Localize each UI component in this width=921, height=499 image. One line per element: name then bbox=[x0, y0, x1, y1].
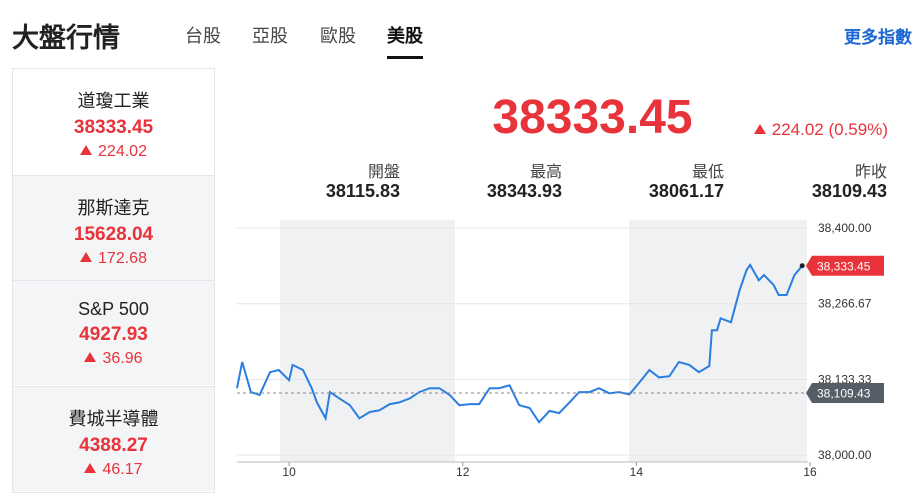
change-text: 172.68 bbox=[98, 249, 147, 267]
last-point bbox=[799, 263, 805, 269]
index-change: 172.68 bbox=[13, 250, 214, 268]
up-arrow bbox=[84, 352, 97, 362]
up-arrow bbox=[80, 251, 93, 262]
index-change: 36.96 bbox=[13, 350, 214, 368]
index-name: 那斯達克 bbox=[77, 197, 150, 218]
index-name: 道瓊工業 bbox=[77, 91, 150, 111]
index-list: 道瓊工業 38333.45 224.02 那斯達克 15628.04 172.68 S&P … bbox=[12, 68, 215, 493]
price-tag bbox=[806, 383, 884, 404]
x-tick-label: 10 bbox=[282, 465, 296, 479]
session-band bbox=[280, 220, 455, 462]
stat-value: 38343.93 bbox=[486, 181, 562, 201]
x-tick-label: 12 bbox=[456, 465, 470, 479]
y-tick-label: 38,133.33 bbox=[818, 372, 872, 386]
price-line bbox=[236, 263, 803, 424]
stat-value: 38061.17 bbox=[648, 181, 724, 201]
price-tag-label: 38,333.45 bbox=[817, 259, 871, 273]
change-text: 224.02 bbox=[98, 143, 147, 160]
up-arrow bbox=[80, 145, 93, 155]
stat-value: 38109.43 bbox=[811, 181, 887, 201]
index-card[interactable]: 道瓊工業 38333.45 224.02 bbox=[13, 69, 214, 174]
stat-label: 最低 bbox=[691, 164, 724, 181]
index-price: 4388.27 bbox=[79, 434, 148, 456]
index-change: 224.02 bbox=[13, 143, 214, 161]
page-title: 大盤行情 bbox=[12, 23, 120, 53]
up-arrow bbox=[84, 462, 97, 473]
index-card[interactable]: 費城半導體 4388.27 46.17 bbox=[13, 385, 214, 491]
index-name: 費城半導體 bbox=[68, 408, 159, 429]
index-card[interactable]: S&P 500 4927.93 36.96 bbox=[13, 280, 214, 385]
stat-label: 昨收 bbox=[854, 164, 887, 181]
change-text: 46.17 bbox=[102, 460, 143, 478]
index-price: 38333.45 bbox=[73, 117, 154, 138]
up-arrow bbox=[753, 124, 766, 134]
index-change: 46.17 bbox=[13, 461, 214, 479]
tab[interactable]: 美股 bbox=[387, 22, 423, 59]
change-text: 224.02 (0.59%) bbox=[771, 120, 888, 139]
stat-value: 38115.83 bbox=[325, 181, 400, 201]
y-tick-label: 38,000.00 bbox=[818, 448, 872, 462]
tab[interactable]: 亞股 bbox=[252, 26, 288, 46]
change-text: 36.96 bbox=[102, 350, 143, 367]
index-name: S&P 500 bbox=[78, 299, 149, 319]
main-price: 38333.45 bbox=[492, 91, 693, 144]
tab[interactable]: 台股 bbox=[185, 26, 221, 46]
index-price: 4927.93 bbox=[79, 324, 148, 345]
y-tick-label: 38,266.67 bbox=[818, 297, 872, 311]
tab[interactable]: 歐股 bbox=[320, 26, 356, 46]
x-tick-label: 16 bbox=[803, 465, 817, 479]
stat-label: 最高 bbox=[529, 164, 562, 181]
main-change: 224.02 (0.59%) bbox=[753, 120, 888, 140]
index-card[interactable]: 那斯達克 15628.04 172.68 bbox=[13, 174, 214, 280]
x-tick-label: 14 bbox=[630, 465, 644, 479]
price-tag bbox=[806, 255, 884, 276]
more-link[interactable]: 更多指數 bbox=[844, 28, 912, 47]
session-band bbox=[629, 220, 807, 462]
y-tick-label: 38,400.00 bbox=[818, 221, 872, 235]
stat-label: 開盤 bbox=[367, 164, 400, 181]
price-tag-label: 38,109.43 bbox=[817, 387, 871, 401]
index-price: 15628.04 bbox=[73, 223, 154, 245]
